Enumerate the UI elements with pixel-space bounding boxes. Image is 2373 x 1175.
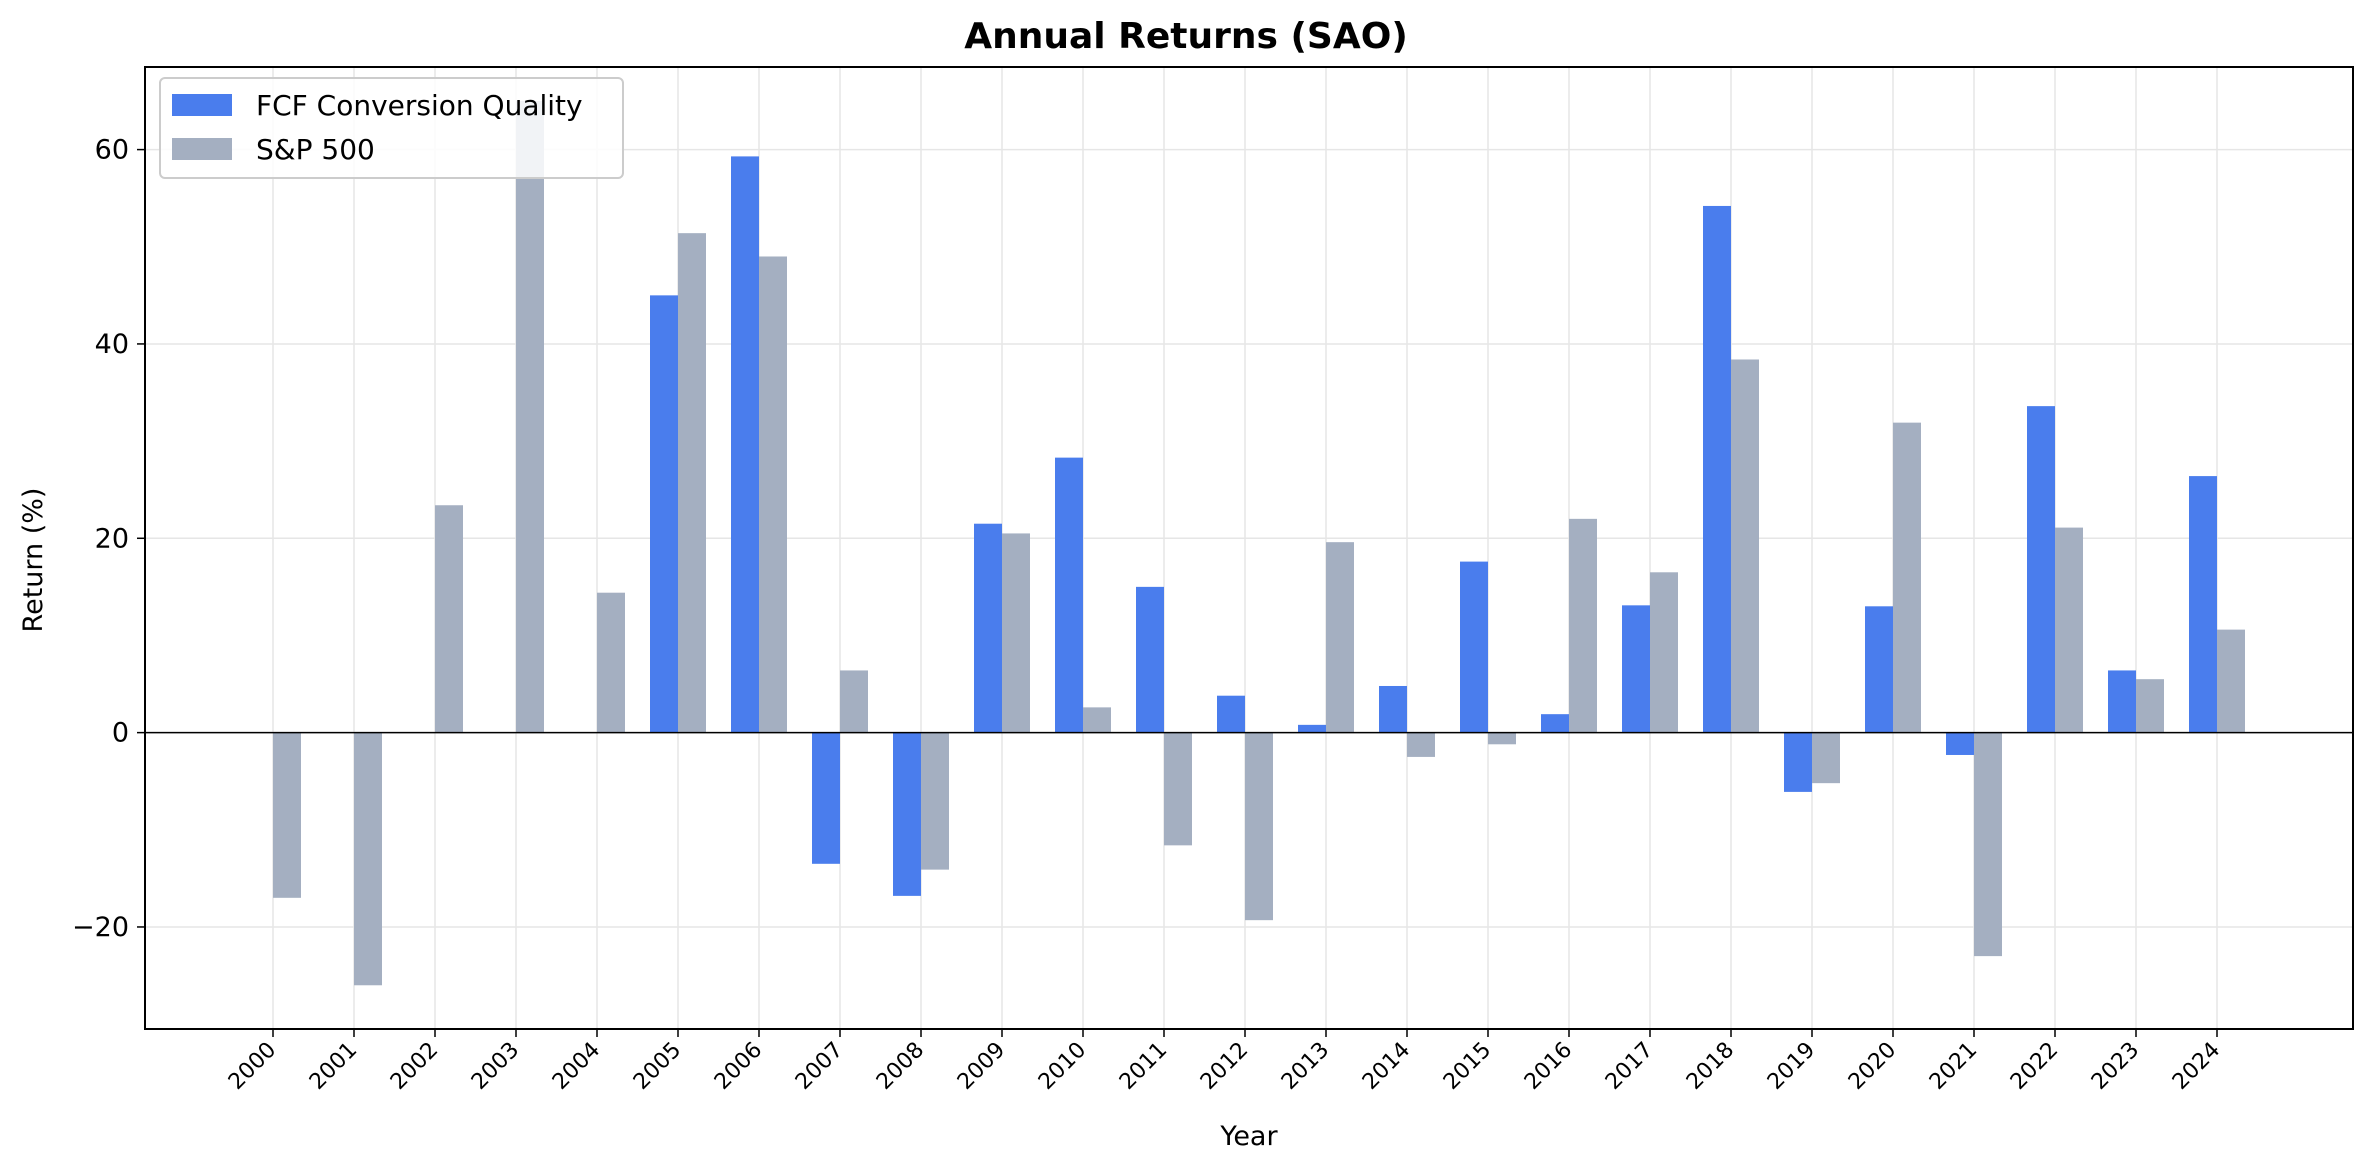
legend: FCF Conversion Quality S&P 500 <box>159 77 624 179</box>
x-tick-label: 2022 <box>2006 1038 2063 1095</box>
x-tick-label: 2018 <box>1682 1038 1739 1095</box>
x-tick-label: 2006 <box>710 1038 767 1095</box>
bar-sp500-2019 <box>1812 732 1840 784</box>
bar-fcf-2008 <box>893 732 921 896</box>
bar-sp500-2001 <box>354 732 382 986</box>
x-tick-label: 2002 <box>386 1038 443 1095</box>
x-tick-label: 2007 <box>791 1038 848 1095</box>
x-tick-label: 2015 <box>1439 1038 1496 1095</box>
bar-fcf-2021 <box>1946 732 1974 755</box>
bars <box>273 101 2245 986</box>
x-tick-label: 2024 <box>2168 1038 2225 1095</box>
x-tick-label: 2016 <box>1520 1038 1577 1095</box>
x-tick-label: 2013 <box>1277 1038 1334 1095</box>
x-tick-label: 2017 <box>1601 1038 1658 1095</box>
legend-swatch-fcf <box>172 94 232 116</box>
bar-fcf-2024 <box>2189 476 2217 733</box>
legend-label-sp500: S&P 500 <box>256 133 375 166</box>
y-tick-label: 40 <box>95 329 129 360</box>
bar-sp500-2005 <box>678 233 706 733</box>
legend-label-fcf: FCF Conversion Quality <box>256 89 583 122</box>
x-tick-label: 2001 <box>305 1038 362 1095</box>
bar-sp500-2008 <box>921 732 949 870</box>
y-axis: −20 0 20 40 60 <box>72 135 145 943</box>
bar-sp500-2016 <box>1569 518 1597 733</box>
x-tick-label: 2012 <box>1196 1038 1253 1095</box>
bar-sp500-2000 <box>273 732 301 898</box>
bar-fcf-2022 <box>2027 406 2055 733</box>
bar-sp500-2023 <box>2136 679 2164 733</box>
x-axis: 2000 2001 2002 2003 2004 2005 2006 2007 2008 2009… <box>224 1029 2225 1095</box>
x-tick-label: 2021 <box>1925 1038 1982 1095</box>
bar-fcf-2006 <box>731 156 759 733</box>
bar-fcf-2015 <box>1460 561 1488 733</box>
bar-sp500-2011 <box>1164 732 1192 846</box>
bar-sp500-2012 <box>1245 732 1273 921</box>
x-tick-label: 2014 <box>1358 1038 1415 1095</box>
y-tick-label: 0 <box>112 718 129 749</box>
bar-sp500-2021 <box>1974 732 2002 957</box>
bar-sp500-2009 <box>1002 533 1030 733</box>
bar-fcf-2007 <box>812 732 840 864</box>
x-tick-label: 2010 <box>1034 1038 1091 1095</box>
bar-sp500-2020 <box>1893 422 1921 733</box>
bar-sp500-2017 <box>1650 572 1678 733</box>
chart-title: Annual Returns (SAO) <box>964 16 1408 57</box>
legend-swatch-sp500 <box>172 138 232 160</box>
legend-box <box>159 77 624 179</box>
bar-sp500-2018 <box>1731 359 1759 733</box>
x-tick-label: 2003 <box>467 1038 524 1095</box>
bar-sp500-2015 <box>1488 732 1516 745</box>
bar-fcf-2009 <box>974 523 1002 733</box>
x-axis-label: Year <box>1219 1121 1278 1152</box>
x-tick-label: 2019 <box>1763 1038 1820 1095</box>
bar-fcf-2012 <box>1217 695 1245 733</box>
x-tick-label: 2023 <box>2087 1038 2144 1095</box>
bar-fcf-2017 <box>1622 605 1650 733</box>
x-tick-label: 2020 <box>1844 1038 1901 1095</box>
bar-sp500-2004 <box>597 592 625 733</box>
bar-fcf-2020 <box>1865 606 1893 733</box>
bar-fcf-2010 <box>1055 457 1083 733</box>
bar-sp500-2024 <box>2217 629 2245 733</box>
bar-fcf-2016 <box>1541 714 1569 733</box>
bar-sp500-2014 <box>1407 732 1435 757</box>
bar-fcf-2014 <box>1379 685 1407 733</box>
y-tick-label: −20 <box>72 912 129 943</box>
bar-sp500-2022 <box>2055 527 2083 733</box>
bar-sp500-2006 <box>759 256 787 733</box>
x-tick-label: 2009 <box>953 1038 1010 1095</box>
bar-fcf-2013 <box>1298 724 1326 733</box>
x-tick-label: 2005 <box>629 1038 686 1095</box>
x-tick-label: 2000 <box>224 1038 281 1095</box>
x-tick-label: 2008 <box>872 1038 929 1095</box>
y-axis-label: Return (%) <box>18 488 49 633</box>
bar-sp500-2002 <box>435 505 463 733</box>
x-tick-label: 2011 <box>1115 1038 1172 1095</box>
bar-sp500-2007 <box>840 670 868 733</box>
bar-fcf-2019 <box>1784 732 1812 792</box>
y-tick-label: 20 <box>95 523 129 554</box>
bar-fcf-2023 <box>2108 670 2136 733</box>
bar-sp500-2003 <box>516 101 544 733</box>
x-tick-label: 2004 <box>548 1038 605 1095</box>
plot-frame <box>144 66 2354 1030</box>
bar-fcf-2011 <box>1136 586 1164 733</box>
y-tick-label: 60 <box>95 135 129 166</box>
bar-fcf-2018 <box>1703 205 1731 733</box>
bar-sp500-2010 <box>1083 707 1111 733</box>
bar-fcf-2005 <box>650 295 678 733</box>
bar-sp500-2013 <box>1326 542 1354 733</box>
